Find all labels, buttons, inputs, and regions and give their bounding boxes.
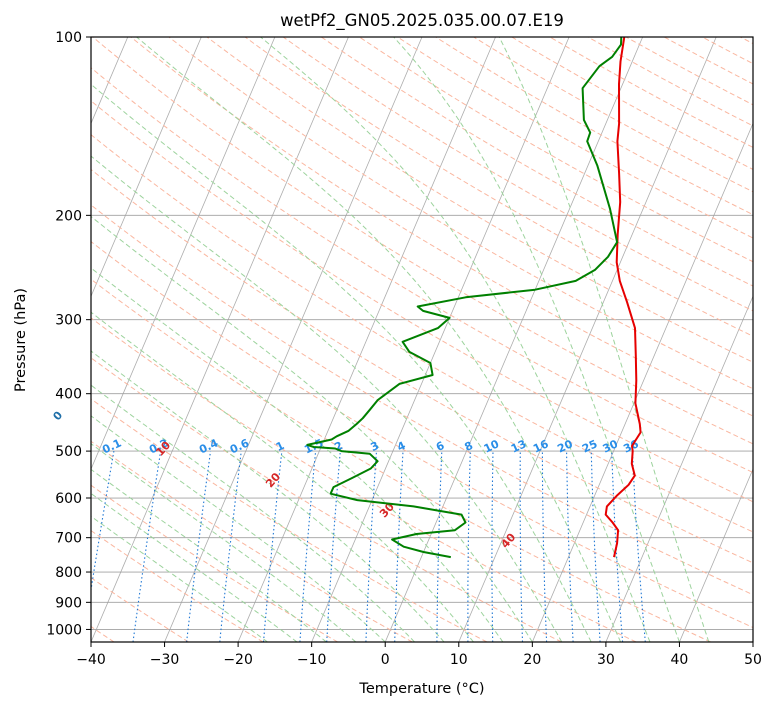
profile-series <box>306 37 642 559</box>
dry-adiabat-line <box>91 204 753 596</box>
y-tick-label: 800 <box>55 565 82 581</box>
mixing-ratio-label: 10 <box>482 437 502 455</box>
x-tick-label: 20 <box>523 652 541 668</box>
x-tick-label: 10 <box>450 652 468 668</box>
moist-adiabat-line <box>136 37 622 642</box>
y-tick-label: 1000 <box>46 622 82 638</box>
y-tick-label: 300 <box>55 313 82 329</box>
isotherm-line <box>311 37 570 642</box>
mixing-ratio-line <box>91 451 115 594</box>
mixing-ratio-label: 13 <box>509 437 528 455</box>
x-tick-label: −30 <box>150 652 180 668</box>
dry-adiabat-line <box>92 37 753 445</box>
x-tick-label: 0 <box>381 652 390 668</box>
moist-adiabat-line <box>91 83 592 642</box>
x-tick-label: 40 <box>671 652 689 668</box>
isotherm-line <box>531 122 753 642</box>
mixing-ratio-line <box>132 451 162 642</box>
moist-adiabat-line <box>91 468 327 642</box>
y-tick-label: 900 <box>55 595 82 611</box>
mixing-ratio-line <box>186 451 212 642</box>
x-tick-label: 50 <box>744 652 762 668</box>
dry-adiabat-line <box>91 134 753 533</box>
isotherm-line <box>91 37 349 642</box>
x-tick-label: −10 <box>297 652 327 668</box>
isotherm-line <box>458 37 717 642</box>
plot-grid <box>91 37 753 642</box>
y-tick-label: 700 <box>55 531 82 547</box>
x-tick-label: −20 <box>223 652 253 668</box>
dewpoint-line <box>306 37 623 559</box>
moist-adiabat-line <box>498 37 710 642</box>
dry-adiabat-line <box>321 37 753 287</box>
moist-adiabat-line <box>91 350 445 642</box>
dry-adiabat-line <box>549 37 753 149</box>
y-tick-label: 100 <box>55 30 82 46</box>
y-tick-label: 600 <box>55 491 82 507</box>
y-tick-label: 500 <box>55 444 82 460</box>
mixing-ratio-line <box>219 451 242 642</box>
temperature-line <box>604 37 642 558</box>
x-tick-label: 30 <box>597 652 615 668</box>
mixing-ratio-label: 20 <box>555 437 575 455</box>
x-tick-label: −40 <box>76 652 106 668</box>
moist-adiabat-line <box>91 415 386 642</box>
isotherm-line <box>91 37 202 298</box>
dry-adiabat-line <box>91 168 753 564</box>
isotherm-line <box>91 37 276 471</box>
moist-adiabat-line <box>91 267 504 642</box>
mixing-ratio-label: 25 <box>580 437 599 455</box>
dry-adiabat-line <box>206 37 753 363</box>
mixing-ratio-label: 16 <box>531 437 551 455</box>
moist-adiabat-line <box>393 37 680 642</box>
dry-adiabat-line <box>91 67 753 474</box>
moist-adiabat-line <box>91 515 268 642</box>
dry-adiabat-line <box>91 100 753 503</box>
isotherm-line <box>679 468 753 642</box>
y-tick-label: 200 <box>55 208 82 224</box>
dry-adiabat-line <box>473 37 753 193</box>
y-tick-label: 400 <box>55 387 82 403</box>
dry-adiabat-line <box>91 241 753 629</box>
dry-adiabat-line <box>91 317 637 642</box>
dry-adiabat-line <box>130 37 753 417</box>
moist-adiabat-line <box>91 155 563 642</box>
y-axis-label: Pressure (hPa) <box>13 288 29 392</box>
moist-adiabat-line <box>91 215 533 642</box>
moist-adiabat-line <box>91 311 474 642</box>
mixing-ratio-label: 30 <box>601 437 621 455</box>
isotherm-line <box>605 295 753 642</box>
isotherm-line <box>164 37 423 642</box>
dry-adiabat-line <box>91 278 711 642</box>
dry-adiabat-line <box>91 440 413 642</box>
dry-adiabat-line <box>91 484 338 642</box>
dry-adiabat-line <box>435 37 753 216</box>
isotherm-line <box>237 37 496 642</box>
x-axis-label: Temperature (°C) <box>358 681 484 697</box>
isotherm-line <box>384 37 644 642</box>
axes: −40 −30 −20 −10 0 10 20 30 40 50 100 200 300 400 500 60… <box>46 30 762 668</box>
moist-adiabat-line <box>91 384 415 642</box>
dry-adiabat-line <box>91 529 264 642</box>
plot-frame <box>90 36 754 643</box>
moist-adiabat-line <box>91 443 357 642</box>
chart-title: wetPf2_GN05.2025.035.00.07.E19 <box>280 11 564 31</box>
